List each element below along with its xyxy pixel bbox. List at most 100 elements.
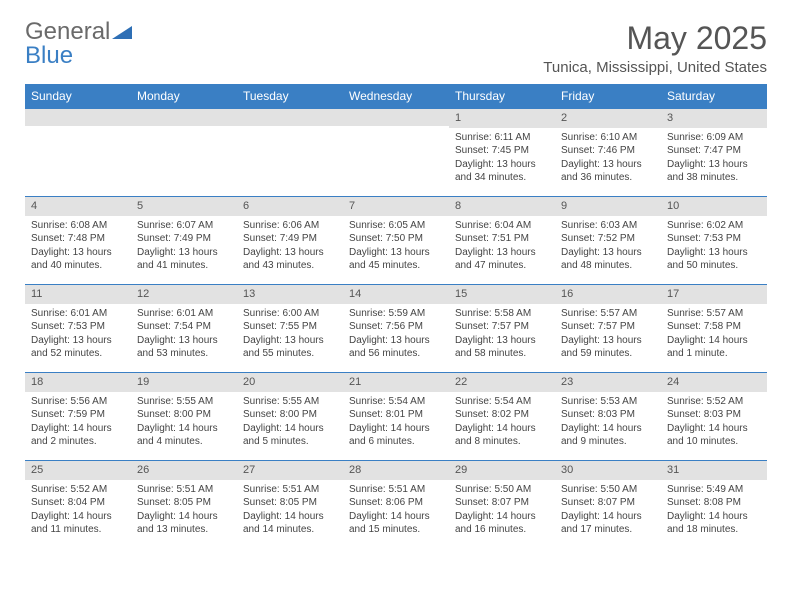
cell-body: Sunrise: 5:53 AMSunset: 8:03 PMDaylight:… — [555, 392, 661, 455]
calendar-cell: 29Sunrise: 5:50 AMSunset: 8:07 PMDayligh… — [449, 461, 555, 549]
calendar-cell: 5Sunrise: 6:07 AMSunset: 7:49 PMDaylight… — [131, 197, 237, 285]
day-header: Saturday — [661, 84, 767, 109]
cell-body: Sunrise: 5:58 AMSunset: 7:57 PMDaylight:… — [449, 304, 555, 367]
sunrise-text: Sunrise: 5:56 AM — [31, 395, 125, 409]
daylight-text: Daylight: 13 hours and 56 minutes. — [349, 334, 443, 361]
sunset-text: Sunset: 7:57 PM — [561, 320, 655, 334]
sunset-text: Sunset: 8:07 PM — [455, 496, 549, 510]
day-number: 19 — [131, 373, 237, 392]
cell-body: Sunrise: 6:10 AMSunset: 7:46 PMDaylight:… — [555, 128, 661, 191]
sunrise-text: Sunrise: 6:09 AM — [667, 131, 761, 145]
daylight-text: Daylight: 13 hours and 50 minutes. — [667, 246, 761, 273]
sunrise-text: Sunrise: 5:57 AM — [561, 307, 655, 321]
sunset-text: Sunset: 7:57 PM — [455, 320, 549, 334]
calendar-cell: 25Sunrise: 5:52 AMSunset: 8:04 PMDayligh… — [25, 461, 131, 549]
sunset-text: Sunset: 7:59 PM — [31, 408, 125, 422]
sunset-text: Sunset: 7:50 PM — [349, 232, 443, 246]
sunset-text: Sunset: 8:07 PM — [561, 496, 655, 510]
daylight-text: Daylight: 13 hours and 34 minutes. — [455, 158, 549, 185]
sunset-text: Sunset: 7:48 PM — [31, 232, 125, 246]
day-number: 24 — [661, 373, 767, 392]
cell-body — [237, 126, 343, 135]
sunset-text: Sunset: 8:01 PM — [349, 408, 443, 422]
sunrise-text: Sunrise: 6:06 AM — [243, 219, 337, 233]
sunset-text: Sunset: 7:58 PM — [667, 320, 761, 334]
sunrise-text: Sunrise: 5:52 AM — [667, 395, 761, 409]
sunrise-text: Sunrise: 5:53 AM — [561, 395, 655, 409]
cell-body: Sunrise: 6:06 AMSunset: 7:49 PMDaylight:… — [237, 216, 343, 279]
day-number: 20 — [237, 373, 343, 392]
cell-body: Sunrise: 6:09 AMSunset: 7:47 PMDaylight:… — [661, 128, 767, 191]
calendar-cell — [343, 109, 449, 197]
calendar-cell: 27Sunrise: 5:51 AMSunset: 8:05 PMDayligh… — [237, 461, 343, 549]
sunset-text: Sunset: 8:05 PM — [137, 496, 231, 510]
daylight-text: Daylight: 14 hours and 16 minutes. — [455, 510, 549, 537]
sunset-text: Sunset: 7:56 PM — [349, 320, 443, 334]
day-number: 11 — [25, 285, 131, 304]
daylight-text: Daylight: 13 hours and 52 minutes. — [31, 334, 125, 361]
day-header: Monday — [131, 84, 237, 109]
daylight-text: Daylight: 14 hours and 6 minutes. — [349, 422, 443, 449]
calendar-cell: 17Sunrise: 5:57 AMSunset: 7:58 PMDayligh… — [661, 285, 767, 373]
logo-text-gray: General — [25, 18, 110, 45]
calendar-cell: 3Sunrise: 6:09 AMSunset: 7:47 PMDaylight… — [661, 109, 767, 197]
cell-body: Sunrise: 6:00 AMSunset: 7:55 PMDaylight:… — [237, 304, 343, 367]
sunrise-text: Sunrise: 5:57 AM — [667, 307, 761, 321]
daylight-text: Daylight: 13 hours and 40 minutes. — [31, 246, 125, 273]
daylight-text: Daylight: 14 hours and 15 minutes. — [349, 510, 443, 537]
calendar-cell: 23Sunrise: 5:53 AMSunset: 8:03 PMDayligh… — [555, 373, 661, 461]
daylight-text: Daylight: 14 hours and 18 minutes. — [667, 510, 761, 537]
cell-body: Sunrise: 6:08 AMSunset: 7:48 PMDaylight:… — [25, 216, 131, 279]
sunrise-text: Sunrise: 6:10 AM — [561, 131, 655, 145]
calendar-cell — [131, 109, 237, 197]
cell-body: Sunrise: 5:55 AMSunset: 8:00 PMDaylight:… — [131, 392, 237, 455]
calendar-table: SundayMondayTuesdayWednesdayThursdayFrid… — [25, 84, 767, 549]
daylight-text: Daylight: 13 hours and 48 minutes. — [561, 246, 655, 273]
daylight-text: Daylight: 13 hours and 45 minutes. — [349, 246, 443, 273]
sunrise-text: Sunrise: 5:51 AM — [137, 483, 231, 497]
calendar-cell: 12Sunrise: 6:01 AMSunset: 7:54 PMDayligh… — [131, 285, 237, 373]
calendar-cell: 26Sunrise: 5:51 AMSunset: 8:05 PMDayligh… — [131, 461, 237, 549]
sunrise-text: Sunrise: 5:55 AM — [243, 395, 337, 409]
calendar-cell: 6Sunrise: 6:06 AMSunset: 7:49 PMDaylight… — [237, 197, 343, 285]
sunrise-text: Sunrise: 6:08 AM — [31, 219, 125, 233]
cell-body: Sunrise: 6:05 AMSunset: 7:50 PMDaylight:… — [343, 216, 449, 279]
cell-body: Sunrise: 5:52 AMSunset: 8:04 PMDaylight:… — [25, 480, 131, 543]
day-number: 8 — [449, 197, 555, 216]
day-number: 13 — [237, 285, 343, 304]
daylight-text: Daylight: 14 hours and 9 minutes. — [561, 422, 655, 449]
cell-body: Sunrise: 5:57 AMSunset: 7:57 PMDaylight:… — [555, 304, 661, 367]
sunrise-text: Sunrise: 5:52 AM — [31, 483, 125, 497]
daylight-text: Daylight: 14 hours and 5 minutes. — [243, 422, 337, 449]
cell-body: Sunrise: 5:56 AMSunset: 7:59 PMDaylight:… — [25, 392, 131, 455]
sunset-text: Sunset: 8:05 PM — [243, 496, 337, 510]
month-title: May 2025 — [543, 20, 767, 57]
calendar-cell: 8Sunrise: 6:04 AMSunset: 7:51 PMDaylight… — [449, 197, 555, 285]
calendar-cell — [25, 109, 131, 197]
cell-body: Sunrise: 5:51 AMSunset: 8:06 PMDaylight:… — [343, 480, 449, 543]
sunset-text: Sunset: 7:45 PM — [455, 144, 549, 158]
daylight-text: Daylight: 14 hours and 10 minutes. — [667, 422, 761, 449]
sunset-text: Sunset: 7:49 PM — [137, 232, 231, 246]
day-number: 2 — [555, 109, 661, 128]
sunset-text: Sunset: 7:52 PM — [561, 232, 655, 246]
day-number: 3 — [661, 109, 767, 128]
calendar-week: 1Sunrise: 6:11 AMSunset: 7:45 PMDaylight… — [25, 109, 767, 197]
day-number: 27 — [237, 461, 343, 480]
cell-body: Sunrise: 6:03 AMSunset: 7:52 PMDaylight:… — [555, 216, 661, 279]
cell-body: Sunrise: 5:59 AMSunset: 7:56 PMDaylight:… — [343, 304, 449, 367]
day-number — [131, 109, 237, 126]
calendar-cell: 13Sunrise: 6:00 AMSunset: 7:55 PMDayligh… — [237, 285, 343, 373]
calendar-cell: 4Sunrise: 6:08 AMSunset: 7:48 PMDaylight… — [25, 197, 131, 285]
daylight-text: Daylight: 13 hours and 36 minutes. — [561, 158, 655, 185]
calendar-week: 18Sunrise: 5:56 AMSunset: 7:59 PMDayligh… — [25, 373, 767, 461]
day-header: Friday — [555, 84, 661, 109]
day-number: 15 — [449, 285, 555, 304]
sunrise-text: Sunrise: 5:59 AM — [349, 307, 443, 321]
cell-body: Sunrise: 6:11 AMSunset: 7:45 PMDaylight:… — [449, 128, 555, 191]
cell-body: Sunrise: 5:54 AMSunset: 8:01 PMDaylight:… — [343, 392, 449, 455]
sunrise-text: Sunrise: 6:00 AM — [243, 307, 337, 321]
calendar-week: 25Sunrise: 5:52 AMSunset: 8:04 PMDayligh… — [25, 461, 767, 549]
calendar-cell: 2Sunrise: 6:10 AMSunset: 7:46 PMDaylight… — [555, 109, 661, 197]
daylight-text: Daylight: 13 hours and 59 minutes. — [561, 334, 655, 361]
